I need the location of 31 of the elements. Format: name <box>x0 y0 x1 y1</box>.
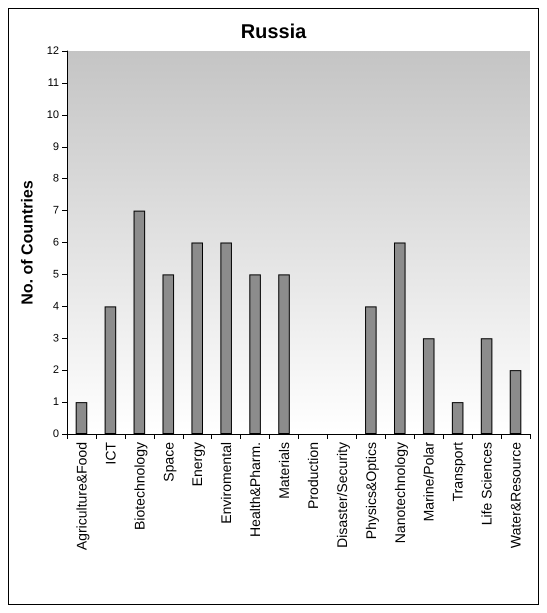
x-tick-label: ICT <box>102 442 118 465</box>
x-tick-label: Enviromental <box>218 442 234 524</box>
x-tick-label: Water&Resource <box>508 442 524 548</box>
x-tick-label: Life Sciences <box>478 442 495 526</box>
chart-title: Russia <box>240 21 308 43</box>
x-tick-label: Health&Pharm. <box>247 442 264 537</box>
y-tick-label: 11 <box>48 76 59 89</box>
x-tick-label: Nanotechnology <box>392 442 408 544</box>
y-tick-label: 0 <box>52 428 59 440</box>
y-tick-label: 7 <box>52 204 59 217</box>
x-tick-label: Biotechnology <box>131 442 148 530</box>
y-tick-label: 2 <box>52 364 59 376</box>
y-tick-label: 12 <box>46 45 59 57</box>
x-tick-label: Disaster/Security <box>334 442 350 548</box>
x-tick-label: Physics&Optics <box>362 442 379 540</box>
x-tick-label: Marine/Polar <box>420 442 437 522</box>
y-tick-label: 9 <box>52 140 59 153</box>
x-tick-label: Agriculture&Food <box>73 442 90 550</box>
x-tick-label: Transport <box>450 442 466 502</box>
y-tick-label: 3 <box>52 332 59 344</box>
x-tick-label: Materials <box>276 442 292 499</box>
y-tick-label: 5 <box>52 268 59 280</box>
x-tick-label: Energy <box>189 442 206 486</box>
y-tick-label: 6 <box>52 236 59 248</box>
x-tick-label: Space <box>160 442 176 482</box>
x-tick-label: Production <box>304 442 321 509</box>
y-tick-label: 10 <box>46 108 59 121</box>
y-tick-label: 4 <box>52 300 59 312</box>
y-tick-label: 1 <box>52 396 59 408</box>
y-axis-title: No. of Countries <box>19 180 36 305</box>
y-tick-label: 8 <box>52 172 59 185</box>
